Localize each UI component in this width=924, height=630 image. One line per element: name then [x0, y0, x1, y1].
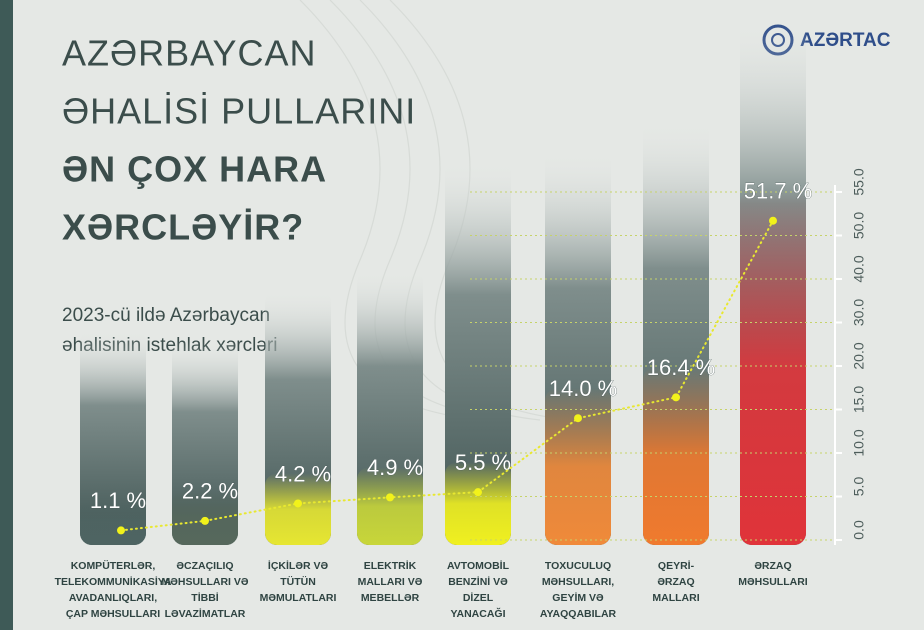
x-tick-label: TOXUCULUQ: [545, 560, 611, 572]
x-tick-label: AVTOMOBİL: [447, 559, 510, 572]
x-tick-label: MALLARI: [652, 592, 699, 604]
x-tick-label: MƏHSULLARI: [738, 576, 808, 588]
x-tick-label: İÇKİLƏR VƏ: [268, 559, 329, 572]
y-tick-label: 30.0: [851, 299, 867, 326]
x-tick-label: TELEKOMMUNİKASİYA: [55, 575, 172, 588]
x-tick-label: GEYİM VƏ: [552, 591, 604, 604]
value-label: 4.2 %: [275, 461, 331, 486]
value-label: 16.4 %: [647, 355, 716, 380]
y-tick-label: 20.0: [851, 342, 867, 369]
column: [80, 330, 146, 545]
logo-text: AZƏRTAC: [800, 30, 891, 51]
x-tick-label: ƏRZAQ: [657, 576, 694, 588]
x-tick-label: AVADANLIQLARI,: [69, 592, 157, 604]
title-line: ƏN ÇOX HARA: [62, 149, 327, 190]
x-tick-label: ELEKTRİK: [364, 559, 417, 572]
point: [672, 393, 680, 402]
x-tick-label: MƏMULATLARI: [260, 592, 337, 604]
bar: [265, 473, 331, 545]
point: [201, 516, 209, 525]
point: [574, 414, 582, 423]
point: [474, 488, 482, 497]
x-tick-label: MƏHSULLARI,: [542, 576, 614, 588]
title-line: AZƏRBAYCAN: [62, 33, 316, 74]
x-tick-label: DİZEL: [463, 591, 494, 604]
y-tick-label: 0.0: [851, 520, 867, 540]
y-tick-label: 15.0: [851, 386, 867, 413]
title-line: XƏRCLƏYİR?: [62, 207, 304, 248]
bar: [357, 467, 423, 545]
x-tick-label: TÜTÜN: [280, 575, 316, 588]
x-tick-label: YANACAĞI: [450, 607, 505, 620]
y-tick-label: 40.0: [851, 255, 867, 282]
title-line: ƏHALİSİ PULLARINI: [62, 91, 416, 132]
value-label: 5.5 %: [455, 450, 511, 475]
side-strip: [0, 0, 13, 630]
x-tick-label: QEYRİ-: [658, 559, 695, 572]
y-tick-label: 10.0: [851, 429, 867, 456]
bar: [80, 500, 146, 545]
y-tick-label: 50.0: [851, 212, 867, 239]
value-label: 2.2 %: [182, 479, 238, 504]
x-tick-label: ÇAP MƏHSULLARI: [66, 608, 160, 620]
bar: [545, 388, 611, 545]
point: [294, 499, 302, 508]
value-label: 4.9 %: [367, 455, 423, 480]
bar: [740, 190, 806, 545]
y-tick-label: 55.0: [851, 168, 867, 195]
column: [445, 160, 511, 545]
subtitle-line: 2023-cü ildə Azərbaycan: [62, 305, 270, 326]
point: [769, 216, 777, 225]
x-tick-label: TİBBİ: [191, 591, 218, 604]
x-tick-label: KOMPÜTERLƏR,: [71, 559, 156, 572]
x-tick-label: BENZİNİ VƏ: [448, 575, 508, 588]
x-tick-label: MEBELLƏR: [361, 592, 420, 604]
point: [386, 493, 394, 502]
value-label: 51.7 %: [744, 179, 813, 204]
bar: [643, 367, 709, 545]
value-label: 14.0 %: [549, 376, 618, 401]
x-tick-label: ƏCZAÇILIQ: [176, 560, 233, 572]
x-tick-label: MƏHSULLARI VƏ: [162, 576, 249, 588]
value-label: 1.1 %: [90, 488, 146, 513]
x-tick-label: MALLARI VƏ: [358, 576, 423, 588]
x-tick-label: ƏRZAQ: [754, 560, 791, 572]
trend-line: [120, 219, 774, 532]
point: [117, 526, 125, 535]
plot: 0.0 5.0 10.0 15.0 20.0 30.0 40.0 50.0 55.0 KOMPÜT…: [55, 168, 867, 620]
y-tick-label: 5.0: [851, 477, 867, 497]
x-tick-label: LƏVAZİMATLAR: [165, 607, 246, 620]
bar: [445, 462, 511, 545]
x-tick-label: AYAQQABILAR: [540, 608, 617, 620]
